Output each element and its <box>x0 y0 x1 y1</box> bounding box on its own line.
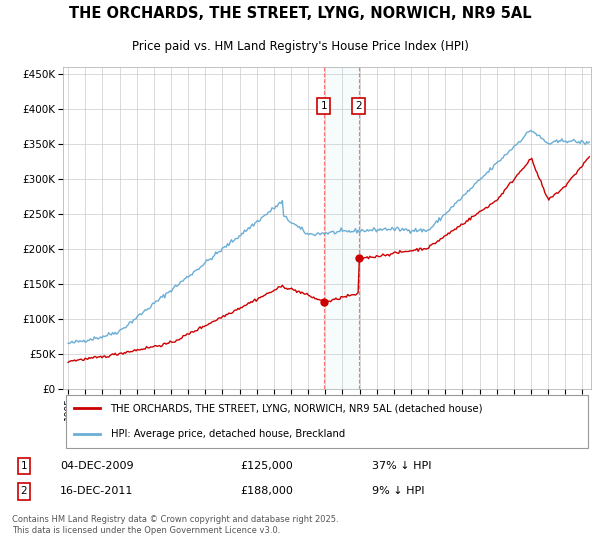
Text: 04-DEC-2009: 04-DEC-2009 <box>60 461 134 471</box>
Text: £125,000: £125,000 <box>240 461 293 471</box>
Text: Price paid vs. HM Land Registry's House Price Index (HPI): Price paid vs. HM Land Registry's House … <box>131 40 469 53</box>
FancyBboxPatch shape <box>65 395 589 448</box>
Bar <box>324 67 359 389</box>
Text: 2: 2 <box>356 101 362 111</box>
Text: Contains HM Land Registry data © Crown copyright and database right 2025.
This d: Contains HM Land Registry data © Crown c… <box>12 515 338 535</box>
Text: HPI: Average price, detached house, Breckland: HPI: Average price, detached house, Brec… <box>110 430 345 440</box>
Text: £188,000: £188,000 <box>240 487 293 496</box>
Text: THE ORCHARDS, THE STREET, LYNG, NORWICH, NR9 5AL (detached house): THE ORCHARDS, THE STREET, LYNG, NORWICH,… <box>110 403 483 413</box>
Text: 9% ↓ HPI: 9% ↓ HPI <box>372 487 425 496</box>
Text: 37% ↓ HPI: 37% ↓ HPI <box>372 461 431 471</box>
Text: 2: 2 <box>20 487 28 496</box>
Text: 1: 1 <box>320 101 327 111</box>
Text: 16-DEC-2011: 16-DEC-2011 <box>60 487 133 496</box>
Text: 1: 1 <box>20 461 28 471</box>
Text: THE ORCHARDS, THE STREET, LYNG, NORWICH, NR9 5AL: THE ORCHARDS, THE STREET, LYNG, NORWICH,… <box>68 7 532 21</box>
